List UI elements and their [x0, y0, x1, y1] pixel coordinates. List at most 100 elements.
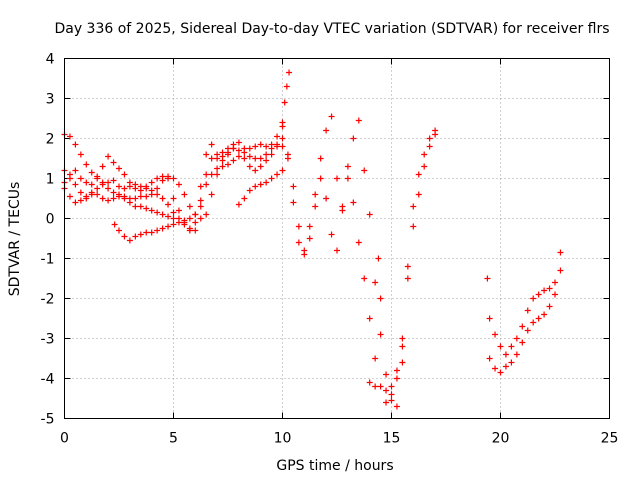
data-point [241, 155, 248, 162]
data-point [557, 267, 564, 274]
data-point [290, 199, 297, 206]
data-point [257, 141, 264, 148]
data-point [192, 219, 199, 226]
data-point [154, 191, 161, 198]
data-point [208, 191, 215, 198]
series-track-e [61, 185, 177, 222]
data-point [492, 331, 499, 338]
data-point [383, 399, 390, 406]
data-point [214, 165, 221, 172]
data-point [323, 127, 330, 134]
data-point [77, 175, 84, 182]
data-point [524, 307, 531, 314]
data-point [159, 211, 166, 218]
data-point [219, 163, 226, 170]
data-point [72, 199, 79, 206]
data-point [186, 225, 193, 232]
data-point [286, 69, 293, 76]
data-point [404, 275, 411, 282]
y-tick-label: -2 [41, 292, 55, 308]
data-point [170, 195, 177, 202]
data-point [399, 335, 406, 342]
data-point [105, 197, 112, 204]
data-point [377, 331, 384, 338]
data-point [268, 175, 275, 182]
data-point [77, 197, 84, 204]
data-point [508, 359, 515, 366]
data-point [105, 153, 112, 160]
data-point [524, 327, 531, 334]
data-point [66, 175, 73, 182]
data-point [203, 151, 210, 158]
data-point [72, 181, 79, 188]
data-point [281, 99, 288, 106]
data-point [375, 255, 382, 262]
data-point [137, 231, 144, 238]
data-point [132, 203, 139, 210]
data-point [306, 223, 313, 230]
data-point [513, 351, 520, 358]
data-point [99, 181, 106, 188]
data-point [105, 185, 112, 192]
data-point [334, 247, 340, 254]
data-point [219, 157, 226, 164]
data-point [165, 213, 172, 220]
series-track-g [284, 131, 439, 410]
y-tick-label: -5 [41, 412, 55, 428]
data-point [219, 149, 226, 156]
data-point [154, 209, 161, 216]
data-point [519, 339, 526, 346]
data-point [557, 249, 564, 256]
y-tick-labels: -5 -4 -3 -2 -1 0 1 2 3 4 [41, 52, 55, 428]
x-tick-labels: 0 5 10 15 20 25 [60, 431, 618, 447]
data-point [502, 351, 509, 358]
x-tick-label: 5 [169, 431, 178, 447]
data-point [235, 153, 242, 160]
data-point [366, 379, 373, 386]
data-point [197, 215, 204, 222]
data-point [197, 183, 204, 190]
data-point [426, 143, 433, 150]
data-point [154, 227, 161, 234]
data-point [541, 287, 548, 294]
data-point [148, 187, 155, 194]
data-point [377, 383, 384, 390]
data-point [175, 219, 182, 226]
data-point [246, 187, 253, 194]
data-point [388, 391, 395, 398]
data-point [143, 193, 150, 200]
data-point [99, 195, 106, 202]
data-point [535, 291, 542, 298]
data-point [317, 175, 324, 182]
data-point [328, 231, 335, 238]
data-point [88, 169, 95, 176]
data-point [257, 155, 264, 162]
data-point [186, 203, 193, 210]
series-track-d [111, 145, 286, 244]
data-point [432, 131, 439, 138]
data-point [148, 207, 155, 214]
plot-frame [64, 58, 610, 419]
data-point [165, 173, 172, 180]
data-point [203, 211, 210, 218]
data-point [110, 159, 117, 166]
data-point [361, 275, 368, 282]
data-point [393, 367, 400, 374]
data-point [230, 157, 237, 164]
y-tick-label: 3 [46, 92, 55, 108]
series-track-f [279, 113, 439, 404]
data-point [116, 183, 122, 190]
x-tick-label: 10 [274, 431, 292, 447]
data-point [274, 133, 281, 140]
data-point [137, 187, 144, 194]
data-point [154, 175, 161, 182]
data-point [77, 189, 84, 196]
data-point [426, 135, 433, 142]
y-tick-label: -3 [41, 332, 55, 348]
data-point [121, 185, 128, 192]
data-point [399, 359, 406, 366]
data-point [83, 179, 90, 186]
series-track-h [366, 255, 406, 394]
data-point [208, 155, 215, 162]
x-tick-label: 15 [383, 431, 401, 447]
